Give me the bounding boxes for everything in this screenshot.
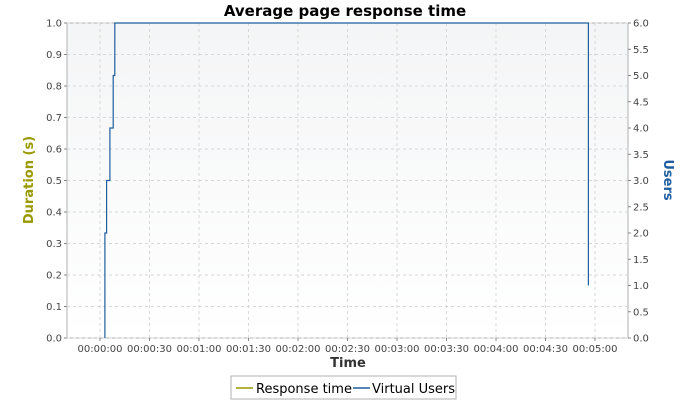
tick-label-left: 1.0 <box>46 19 62 30</box>
tick-label-x: 00:03:30 <box>424 344 469 355</box>
chart-title: Average page response time <box>224 2 466 20</box>
tick-label-right: 3.5 <box>633 150 649 161</box>
x-axis: 00:00:00 00:00:30 00:01:00 00:01:30 00:02:00… <box>78 338 618 355</box>
tick-label-right: 1.5 <box>633 255 649 266</box>
right-axis: 0.0 0.5 1.0 1.5 2.0 2.5 3.0 3.5 4.0 4.5 5.0 5.5 6.0 <box>628 19 649 345</box>
tick-label-right: 2.5 <box>633 202 649 213</box>
y-axis-right-label: Users <box>660 159 675 201</box>
legend[interactable]: Response time Virtual Users <box>230 375 457 400</box>
tick-label-x: 00:00:00 <box>78 344 123 355</box>
tick-label-right: 4.5 <box>633 97 649 108</box>
left-axis: 0.0 0.1 0.2 0.3 0.4 0.5 0.6 0.7 0.8 0.9 1.0 <box>46 19 67 345</box>
tick-label-left: 0.6 <box>46 145 62 156</box>
tick-label-x: 00:00:30 <box>127 344 172 355</box>
tick-label-x: 00:02:00 <box>276 344 321 355</box>
tick-label-right: 0.5 <box>633 307 649 318</box>
tick-label-left: 0.0 <box>46 334 62 345</box>
tick-label-x: 00:05:00 <box>573 344 618 355</box>
tick-label-left: 0.9 <box>46 50 62 61</box>
tick-label-right: 6.0 <box>633 19 649 30</box>
grid <box>67 22 628 339</box>
series-layer <box>104 22 590 338</box>
series-line-virtual-users <box>104 22 590 338</box>
legend-box <box>230 375 457 400</box>
tick-label-left: 0.8 <box>46 82 62 93</box>
x-axis-label: Time <box>330 356 366 371</box>
tick-label-left: 0.1 <box>46 302 62 313</box>
tick-label-right: 5.0 <box>633 71 649 82</box>
tick-label-right: 5.5 <box>633 45 649 56</box>
tick-label-left: 0.2 <box>46 271 62 282</box>
tick-label-left: 0.7 <box>46 113 62 124</box>
tick-label-right: 2.0 <box>633 229 649 240</box>
tick-label-right: 3.0 <box>633 176 649 187</box>
tick-label-x: 00:01:30 <box>226 344 271 355</box>
tick-label-x: 00:02:30 <box>325 344 370 355</box>
y-axis-left-label: Duration (s) <box>22 136 37 224</box>
tick-label-x: 00:01:00 <box>177 344 222 355</box>
tick-label-left: 0.5 <box>46 176 62 187</box>
legend-label-virtual-users: Virtual Users <box>372 382 455 397</box>
tick-label-x: 00:03:00 <box>375 344 420 355</box>
tick-label-x: 00:04:00 <box>474 344 519 355</box>
legend-label-response-time: Response time <box>256 382 352 397</box>
tick-label-right: 4.0 <box>633 124 649 135</box>
tick-label-x: 00:04:30 <box>523 344 568 355</box>
tick-label-right: 0.0 <box>633 334 649 345</box>
tick-label-left: 0.3 <box>46 239 62 250</box>
tick-label-left: 0.4 <box>46 208 62 219</box>
tick-label-right: 1.0 <box>633 281 649 292</box>
